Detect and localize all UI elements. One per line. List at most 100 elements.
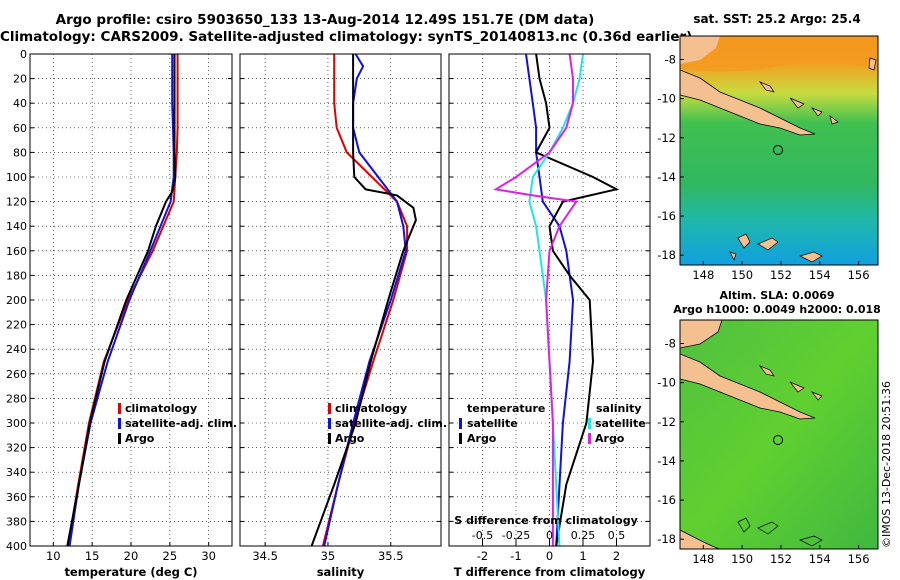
x-tick-label: 25: [163, 549, 178, 563]
legend-label: satellite: [467, 417, 518, 430]
sst-map-title: sat. SST: 25.2 Argo: 25.4: [693, 12, 861, 26]
sst-map: 148 150 152 154 156 -8 -10 -12 -14 -16 -18: [657, 35, 879, 282]
s-tick-label: 0: [546, 529, 553, 542]
series-argo: [310, 54, 417, 547]
map-y-tick-label: -10: [657, 376, 676, 390]
map-y-tick-label: -12: [657, 415, 676, 429]
y-tick-label: 140: [6, 220, 27, 233]
x-tick-label: 10: [46, 549, 61, 563]
legend-swatch: [459, 433, 462, 444]
x-tick-label: -1: [510, 549, 521, 563]
x-tick-label: 35.5: [378, 549, 404, 563]
x-axis-label: T difference from climatology: [454, 565, 646, 579]
legend-label: satellite-adj. clim.: [125, 417, 237, 430]
legend-label: Argo: [595, 432, 625, 445]
map-y-tick-label: -16: [657, 493, 676, 507]
map-y-tick-label: -18: [657, 532, 676, 546]
series-t-argo: [534, 53, 620, 547]
map-x-tick-label: 156: [848, 268, 870, 282]
series-argo: [66, 54, 177, 547]
y-tick-label: 100: [6, 171, 27, 184]
y-tick-label: 0: [20, 48, 27, 61]
legend-swatch: [328, 418, 331, 429]
s-tick-label: -0.5: [472, 529, 493, 542]
argo-height-title: Argo h1000: 0.0049 h2000: 0.018: [673, 303, 881, 316]
y-tick-label: 80: [13, 146, 27, 159]
y-tick-label: 260: [6, 368, 27, 381]
s-tick-label: 0.25: [571, 529, 596, 542]
y-tick-label: 340: [6, 466, 27, 479]
legend-label: climatology: [335, 402, 407, 415]
map-x-tick-label: 148: [692, 552, 714, 566]
map-x-tick-label: 154: [809, 552, 831, 566]
y-tick-label: 380: [6, 515, 27, 528]
series-satellite-adj-clim-: [323, 53, 407, 547]
legend-swatch: [118, 418, 121, 429]
salinity-panel: 34.5 35 35.5 salinity climatology satellite-a…: [239, 53, 447, 579]
sla-map: 148 150 152 154 156 -8 -10 -12 -14 -16 -18: [657, 319, 879, 566]
map-x-tick-label: 148: [692, 268, 714, 282]
legend-title-temperature: temperature: [467, 402, 545, 415]
y-tick-label: 200: [6, 294, 27, 307]
difference-panel: -2 -1 0 1 2 T difference from climatology temp…: [448, 53, 651, 579]
x-tick-label: 20: [124, 549, 139, 563]
map-x-tick-label: 150: [731, 268, 753, 282]
x-tick-label: 15: [85, 549, 100, 563]
y-tick-label: 180: [6, 269, 27, 282]
s-tick-label: -0.25: [502, 529, 530, 542]
legend-label: satellite: [595, 417, 646, 430]
map-y-tick-label: -16: [657, 209, 676, 223]
legend-label: climatology: [125, 402, 197, 415]
y-tick-label: 320: [6, 442, 27, 455]
map-y-tick-label: -12: [657, 131, 676, 145]
map-y-tick-label: -8: [665, 52, 676, 66]
legend-swatch: [118, 433, 121, 444]
x-tick-label: -2: [477, 549, 488, 563]
y-tick-label: 60: [13, 122, 27, 135]
y-tick-label: 40: [13, 97, 27, 110]
legend-swatch: [328, 403, 331, 414]
y-tick-label: 160: [6, 245, 27, 258]
map-y-tick-label: -10: [657, 92, 676, 106]
y-tick-label: 120: [6, 196, 27, 209]
x-tick-label: 35: [321, 549, 336, 563]
x-tick-label: 2: [613, 549, 620, 563]
map-x-tick-label: 152: [770, 552, 792, 566]
legend-swatch: [328, 433, 331, 444]
legend-swatch: [459, 418, 462, 429]
series-s-argo: [493, 53, 579, 546]
map-x-tick-label: 152: [770, 268, 792, 282]
legend-swatch: [588, 433, 591, 444]
map-y-tick-label: -18: [657, 248, 676, 262]
legend-label: satellite-adj. clim.: [335, 417, 447, 430]
plot-title-line-1: Argo profile: csiro 5903650_133 13-Aug-2…: [55, 12, 595, 28]
legend-swatch: [118, 403, 121, 414]
map-y-tick-label: -14: [657, 454, 676, 468]
y-tick-label: 220: [6, 319, 27, 332]
legend-title-salinity: salinity: [596, 402, 642, 415]
y-tick-label: 360: [6, 491, 27, 504]
y-tick-label: 400: [6, 540, 27, 553]
temperature-panel: 10 15 20 25 30 temperature (deg C) 0 20 40 60 80 10…: [6, 48, 237, 579]
series-t-satellite: [525, 53, 575, 547]
map-y-tick-label: -8: [665, 336, 676, 350]
x-tick-label: 30: [201, 549, 216, 563]
map-x-tick-label: 154: [809, 268, 831, 282]
sla-map-title: Altim. SLA: 0.0069: [719, 289, 835, 302]
map-y-tick-label: -14: [657, 170, 676, 184]
y-tick-label: 300: [6, 417, 27, 430]
x-tick-label: 0: [546, 549, 553, 563]
x-axis-label: temperature (deg C): [64, 565, 197, 579]
s-tick-label: 0.5: [608, 529, 626, 542]
x-tick-label: 34.5: [252, 549, 278, 563]
y-tick-label: 280: [6, 392, 27, 405]
s-axis-label: S difference from climatology: [454, 514, 638, 527]
x-tick-label: 1: [579, 549, 586, 563]
legend-label: Argo: [125, 432, 155, 445]
plot-title-line-2: Climatology: CARS2009. Satellite-adjuste…: [0, 29, 693, 45]
y-tick-label: 240: [6, 343, 27, 356]
map-x-tick-label: 156: [848, 552, 870, 566]
legend-label: Argo: [335, 432, 365, 445]
legend-swatch: [588, 418, 591, 429]
legend-label: Argo: [467, 432, 497, 445]
